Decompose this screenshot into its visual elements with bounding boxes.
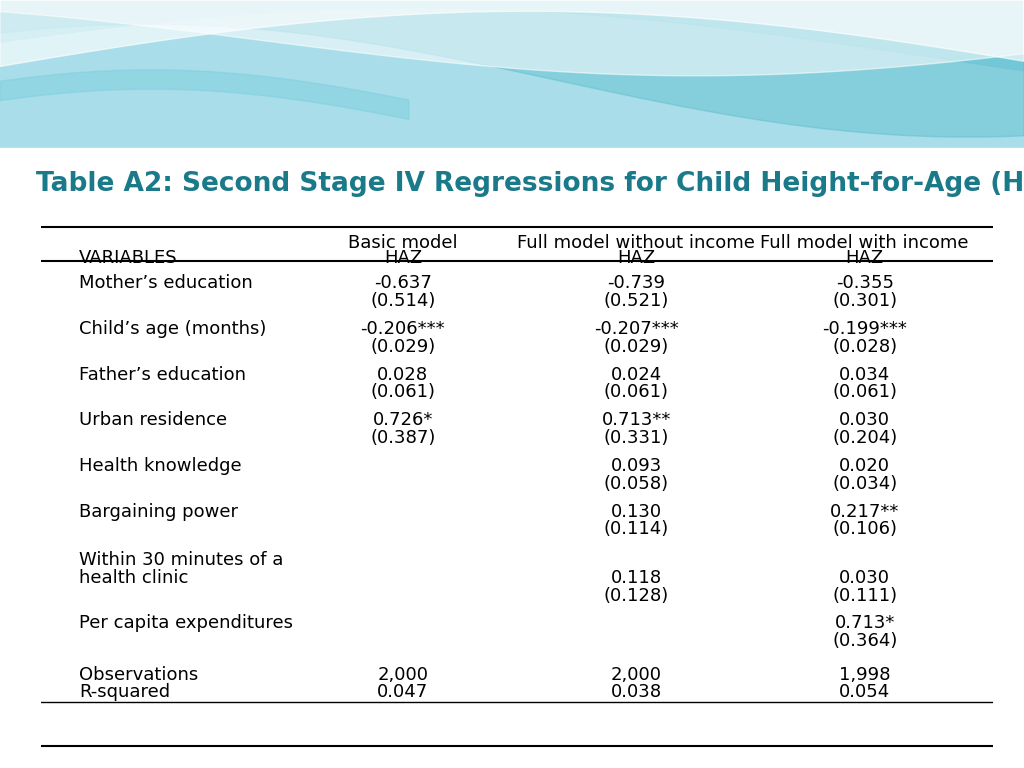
Text: HAZ: HAZ [384, 249, 422, 267]
Text: 0.093: 0.093 [610, 457, 662, 475]
Text: 2,000: 2,000 [610, 666, 662, 684]
Text: (0.521): (0.521) [603, 292, 669, 310]
Text: (0.028): (0.028) [833, 338, 897, 356]
Text: HAZ: HAZ [617, 249, 655, 267]
Text: (0.364): (0.364) [833, 632, 897, 650]
Text: 0.020: 0.020 [840, 457, 890, 475]
Text: 0.028: 0.028 [377, 366, 428, 383]
Text: Child’s age (months): Child’s age (months) [79, 320, 266, 338]
Text: Father’s education: Father’s education [79, 366, 246, 383]
Text: (0.514): (0.514) [370, 292, 435, 310]
Text: -0.206***: -0.206*** [360, 320, 445, 338]
Text: 0.217**: 0.217** [830, 503, 899, 521]
Text: health clinic: health clinic [79, 569, 188, 587]
Text: (0.128): (0.128) [603, 587, 669, 604]
Text: 0.024: 0.024 [610, 366, 662, 383]
Text: -0.199***: -0.199*** [822, 320, 907, 338]
Text: (0.114): (0.114) [603, 521, 669, 538]
Text: (0.058): (0.058) [603, 475, 669, 493]
Text: (0.029): (0.029) [603, 338, 669, 356]
Text: (0.331): (0.331) [603, 429, 669, 447]
Text: 0.030: 0.030 [840, 569, 890, 587]
Text: 0.047: 0.047 [377, 684, 428, 701]
Text: Observations: Observations [79, 666, 199, 684]
Text: 0.118: 0.118 [610, 569, 662, 587]
Text: (0.034): (0.034) [833, 475, 897, 493]
Text: (0.061): (0.061) [604, 383, 669, 402]
Text: 0.713**: 0.713** [601, 412, 671, 429]
Text: 0.034: 0.034 [839, 366, 890, 383]
Text: -0.637: -0.637 [374, 274, 432, 292]
Text: (0.029): (0.029) [371, 338, 435, 356]
Text: (0.387): (0.387) [370, 429, 435, 447]
Text: Mother’s education: Mother’s education [79, 274, 253, 292]
Text: 1,998: 1,998 [839, 666, 891, 684]
Text: 2,000: 2,000 [377, 666, 428, 684]
Text: (0.061): (0.061) [371, 383, 435, 402]
Text: -0.207***: -0.207*** [594, 320, 679, 338]
Text: Within 30 minutes of a: Within 30 minutes of a [79, 551, 284, 569]
Text: 0.726*: 0.726* [373, 412, 433, 429]
Text: Urban residence: Urban residence [79, 412, 227, 429]
Text: Per capita expenditures: Per capita expenditures [79, 614, 293, 633]
Text: -0.355: -0.355 [836, 274, 894, 292]
Text: (0.111): (0.111) [833, 587, 897, 604]
Text: 0.054: 0.054 [839, 684, 890, 701]
Text: 0.130: 0.130 [610, 503, 662, 521]
Text: VARIABLES: VARIABLES [79, 249, 178, 267]
Text: (0.061): (0.061) [833, 383, 897, 402]
Text: 0.713*: 0.713* [835, 614, 895, 633]
Text: 0.038: 0.038 [610, 684, 662, 701]
Text: Full model without income: Full model without income [517, 233, 755, 252]
Text: Table A2: Second Stage IV Regressions for Child Height-for-Age (HAZ): Table A2: Second Stage IV Regressions fo… [36, 171, 1024, 197]
Text: R-squared: R-squared [79, 684, 170, 701]
Text: Basic model: Basic model [348, 233, 458, 252]
Text: (0.106): (0.106) [833, 521, 897, 538]
Text: (0.204): (0.204) [833, 429, 897, 447]
Text: HAZ: HAZ [846, 249, 884, 267]
Text: Health knowledge: Health knowledge [79, 457, 242, 475]
Text: Full model with income: Full model with income [761, 233, 969, 252]
Text: Bargaining power: Bargaining power [79, 503, 238, 521]
Text: (0.301): (0.301) [833, 292, 897, 310]
Text: 0.030: 0.030 [840, 412, 890, 429]
Text: -0.739: -0.739 [607, 274, 666, 292]
